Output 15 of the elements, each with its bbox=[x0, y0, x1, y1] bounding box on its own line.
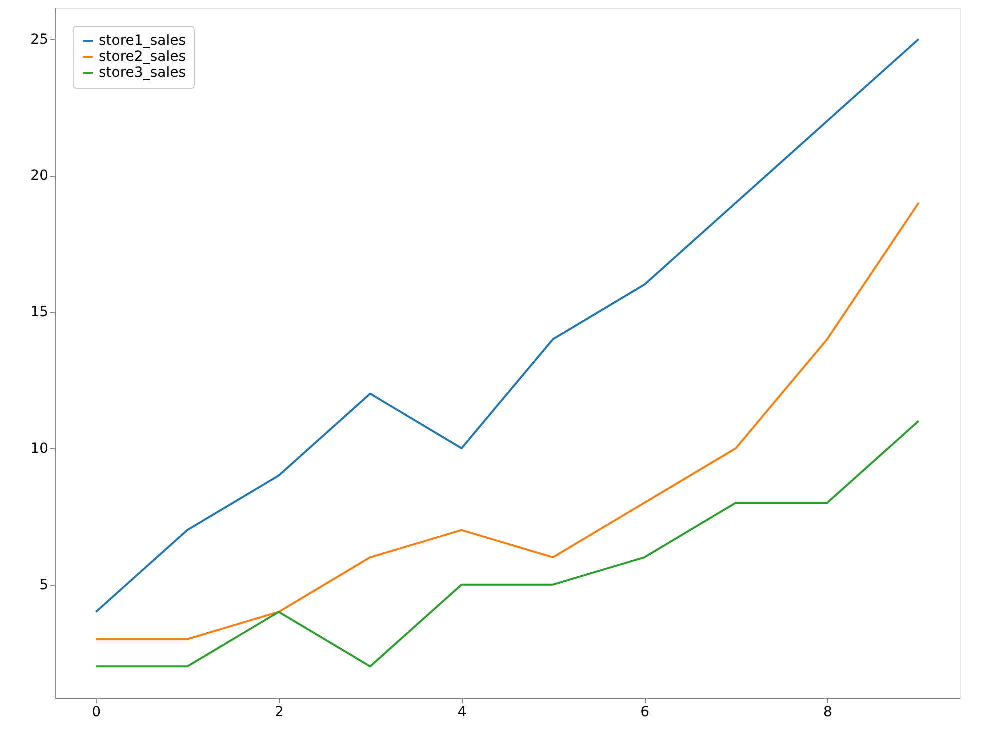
y-tick-label: 20 bbox=[30, 168, 48, 184]
legend-label: store3_sales bbox=[99, 65, 186, 81]
y-tick-label: 5 bbox=[40, 577, 48, 594]
line-series bbox=[95, 420, 920, 668]
x-tick-label: 8 bbox=[823, 704, 832, 720]
x-tick-label: 0 bbox=[92, 704, 102, 720]
y-tick-label: 25 bbox=[30, 32, 48, 48]
x-tick-label: 6 bbox=[640, 704, 650, 720]
x-tick-label: 2 bbox=[275, 704, 284, 720]
y-tick-label: 10 bbox=[30, 440, 48, 457]
legend-label: store2_sales bbox=[99, 49, 186, 65]
x-tick-label: 4 bbox=[458, 704, 467, 720]
y-tick-label: 15 bbox=[30, 304, 48, 321]
legend-label: store1_sales bbox=[99, 33, 186, 49]
line-series bbox=[95, 202, 920, 640]
